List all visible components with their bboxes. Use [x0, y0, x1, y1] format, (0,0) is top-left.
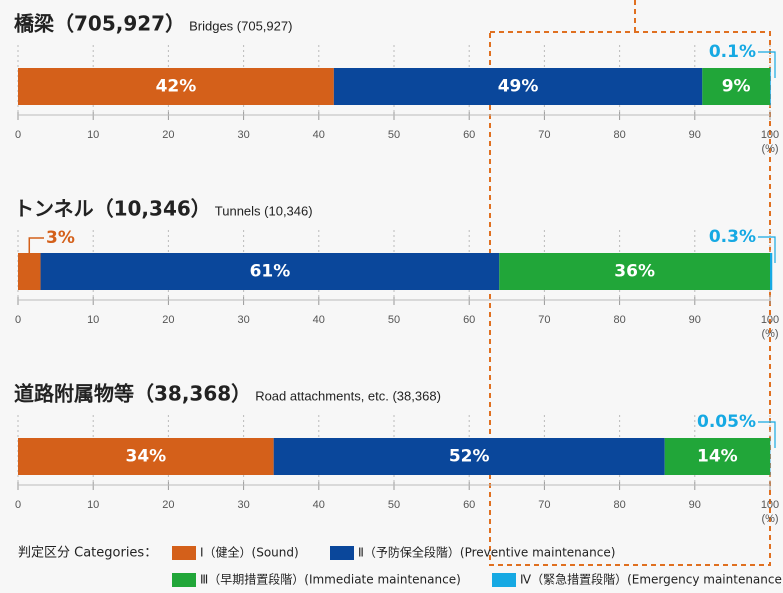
x-axis-label: (%): [761, 513, 778, 525]
leader-line: [28, 237, 44, 268]
x-tick-label: 90: [689, 129, 701, 141]
x-tick-label: 60: [463, 314, 475, 326]
value-label: 52%: [449, 447, 490, 467]
legend-title: 判定区分 Categories：: [18, 546, 157, 561]
x-tick-label: 70: [538, 314, 550, 326]
x-tick-label: 0: [15, 129, 21, 141]
legend-label: Ⅱ（予防保全段階）(Preventive maintenance): [358, 545, 615, 560]
legend-label: Ⅳ（緊急措置段階）(Emergency maintenance): [520, 572, 783, 587]
chart-subtitle: Road attachments, etc. (38,368): [255, 388, 441, 403]
bar-segment: [18, 438, 274, 475]
x-tick-label: 10: [87, 499, 99, 511]
chart-title: 橋梁（705,927）: [14, 12, 185, 36]
x-tick-label: 40: [313, 499, 325, 511]
x-tick-label: 80: [613, 129, 625, 141]
bar-segment: [770, 253, 773, 290]
x-tick-label: 20: [162, 314, 174, 326]
chart-subtitle: Bridges (705,927): [189, 18, 292, 33]
x-tick-label: 20: [162, 499, 174, 511]
legend-label: Ⅰ（健全）(Sound): [200, 545, 299, 560]
leader-line: [758, 51, 776, 78]
chart-title: 道路附属物等（38,368）: [14, 382, 251, 406]
bar-segment: [499, 253, 770, 290]
x-tick-label: 0: [15, 314, 21, 326]
x-tick-label: 10: [87, 314, 99, 326]
legend-swatch: [330, 546, 354, 560]
x-tick-label: 50: [388, 129, 400, 141]
x-tick-label: 90: [689, 499, 701, 511]
chart-subtitle: Tunnels (10,346): [215, 203, 313, 218]
legend-swatch: [172, 573, 196, 587]
x-tick-label: 30: [237, 314, 249, 326]
bar-segment: [333, 68, 703, 105]
x-tick-label: 80: [613, 499, 625, 511]
x-tick-label: 70: [538, 499, 550, 511]
bar-segment: [40, 253, 500, 290]
value-label: 36%: [614, 262, 655, 282]
bar-segment: [664, 438, 770, 475]
x-tick-label: 70: [538, 129, 550, 141]
highlight-box: [489, 0, 771, 566]
x-tick-label: 10: [87, 129, 99, 141]
x-tick-label: 50: [388, 499, 400, 511]
x-axis-label: (%): [761, 328, 778, 340]
x-tick-label: 100: [761, 499, 779, 511]
x-tick-label: 30: [237, 499, 249, 511]
value-label: 14%: [697, 447, 738, 467]
x-tick-label: 90: [689, 314, 701, 326]
x-tick-label: 40: [313, 314, 325, 326]
x-tick-label: 80: [613, 314, 625, 326]
value-label: 0.1%: [709, 42, 756, 62]
bar-segment: [18, 68, 334, 105]
x-tick-label: 0: [15, 499, 21, 511]
x-axis-label: (%): [761, 143, 778, 155]
value-label: 49%: [498, 77, 539, 97]
x-tick-label: 100: [761, 314, 779, 326]
leader-line: [758, 236, 776, 263]
bar-segment: [702, 68, 770, 105]
chart-title: トンネル（10,346）: [14, 197, 211, 221]
x-tick-label: 100: [761, 129, 779, 141]
bar-segment: [770, 68, 771, 105]
value-label: 9%: [722, 77, 751, 97]
legend-label: Ⅲ（早期措置段階）(Immediate maintenance): [200, 572, 461, 587]
bar-segment: [273, 438, 665, 475]
value-label: 34%: [125, 447, 166, 467]
x-tick-label: 40: [313, 129, 325, 141]
x-tick-label: 50: [388, 314, 400, 326]
value-label: 0.05%: [697, 412, 756, 432]
x-tick-label: 60: [463, 129, 475, 141]
x-tick-label: 30: [237, 129, 249, 141]
x-tick-label: 60: [463, 499, 475, 511]
bar-segment: [18, 253, 41, 290]
value-label: 3%: [46, 228, 75, 248]
value-label: 0.3%: [709, 227, 756, 247]
legend-swatch: [492, 573, 516, 587]
value-label: 42%: [156, 77, 197, 97]
legend-swatch: [172, 546, 196, 560]
value-label: 61%: [250, 262, 291, 282]
leader-line: [758, 421, 776, 448]
x-tick-label: 20: [162, 129, 174, 141]
